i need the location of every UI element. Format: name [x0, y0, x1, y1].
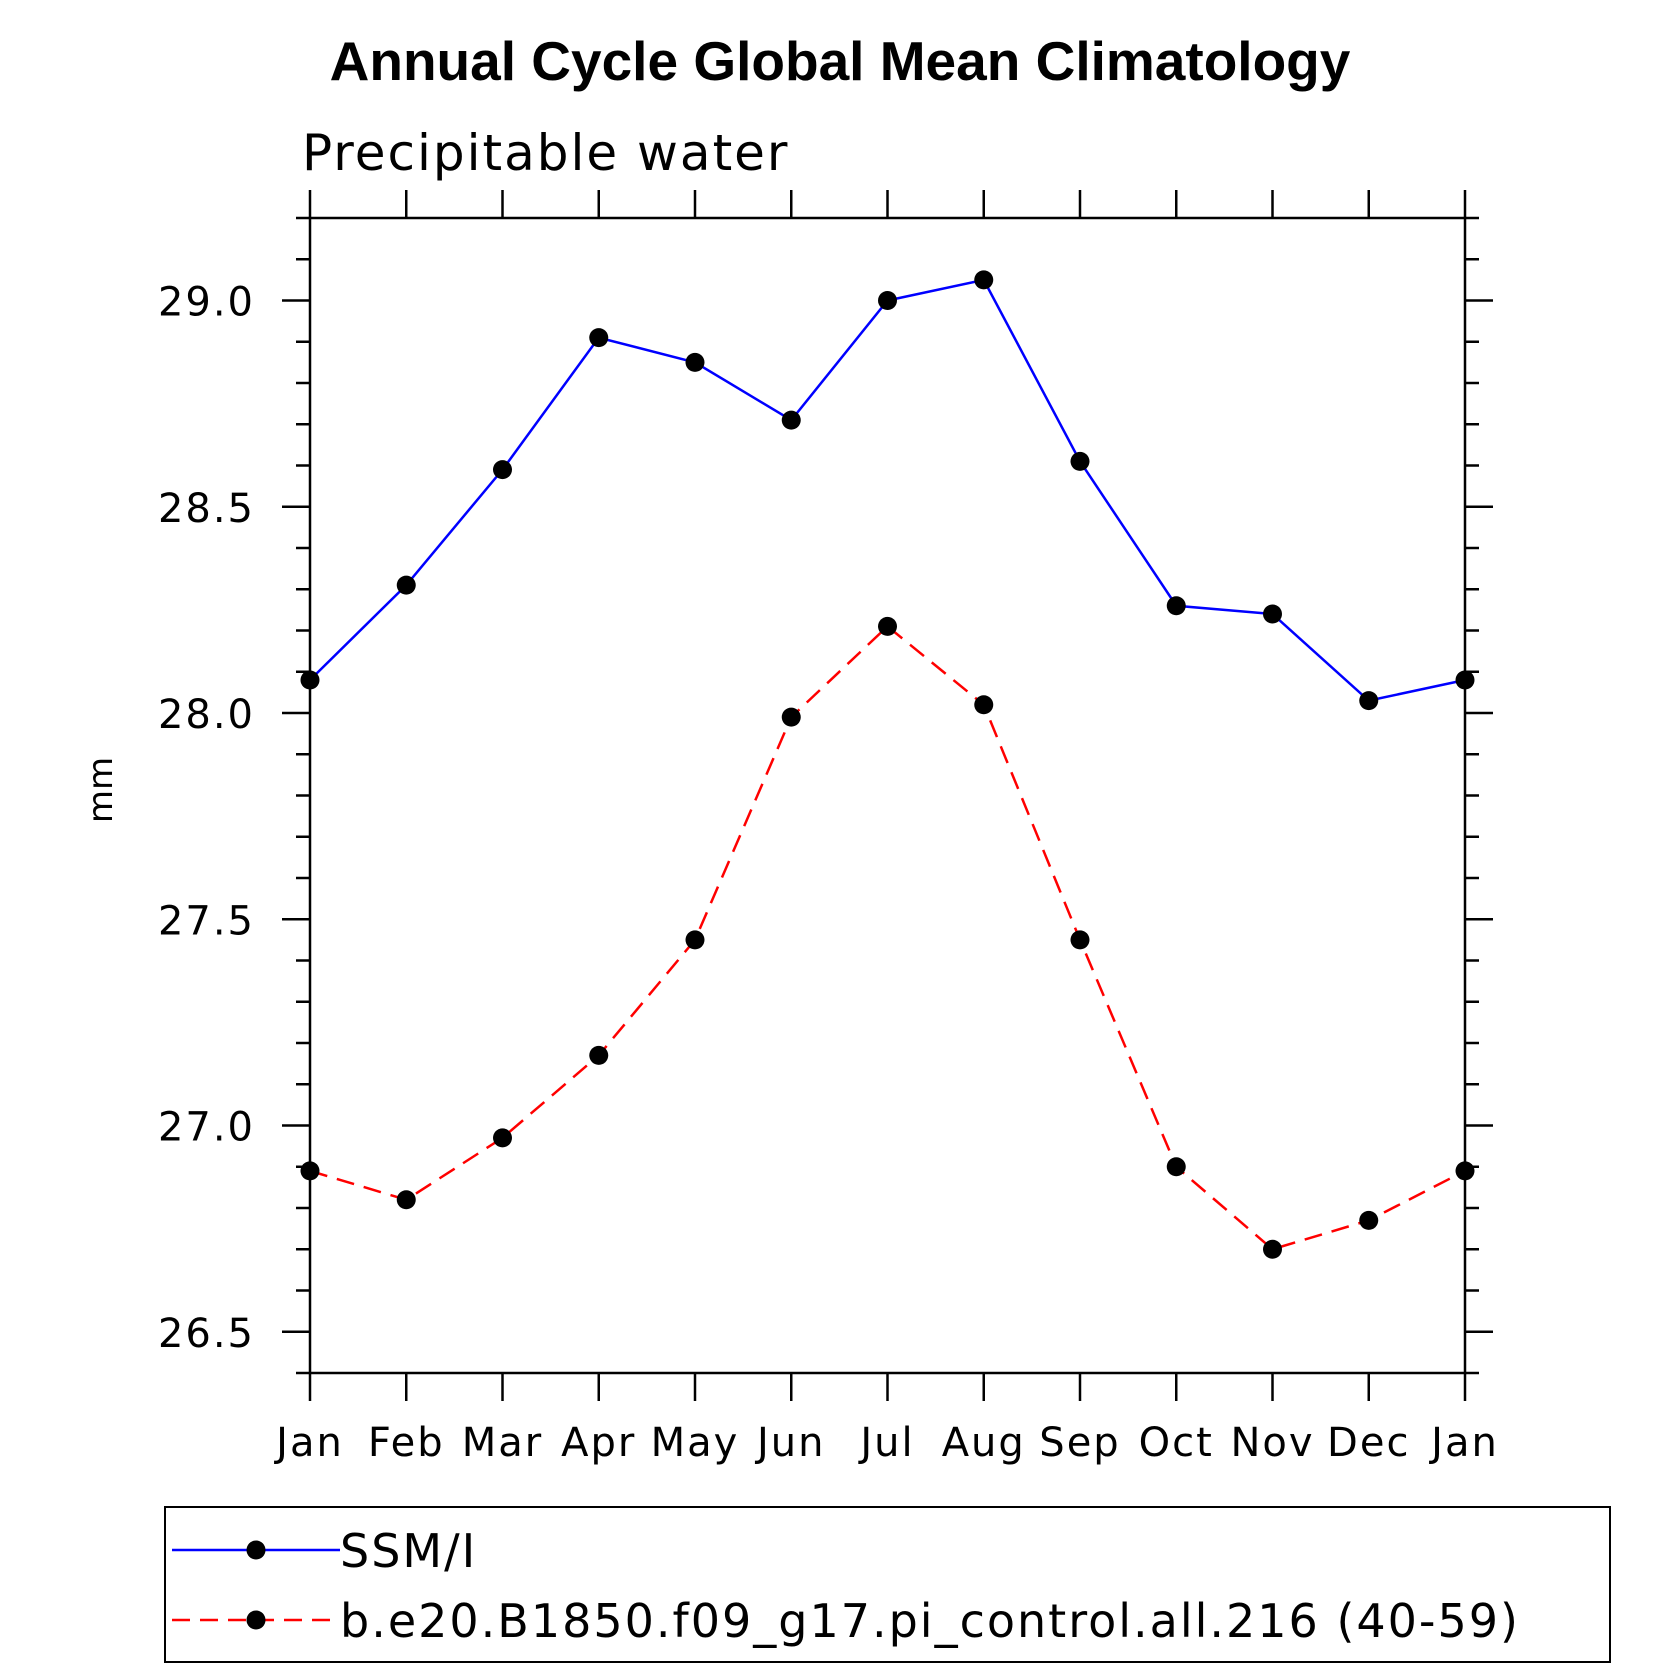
- data-point: [1263, 1239, 1282, 1259]
- data-point: [300, 1161, 320, 1181]
- x-tick-label: May: [651, 1420, 740, 1466]
- chart-title: Annual Cycle Global Mean Climatology: [330, 30, 1351, 92]
- legend-marker: [246, 1540, 266, 1560]
- legend-box: [164, 1506, 1611, 1663]
- y-tick-label: 28.5: [158, 486, 255, 532]
- data-point: [974, 270, 994, 290]
- series-line: [309, 278, 1466, 702]
- data-point: [781, 707, 801, 727]
- x-tick-label: Apr: [561, 1420, 636, 1466]
- x-tick-label: Oct: [1139, 1420, 1214, 1466]
- chart-subtitle: Precipitable water: [302, 124, 790, 182]
- y-tick-label: 29.0: [158, 280, 255, 326]
- data-point: [1359, 691, 1379, 711]
- legend-label: b.e20.B1850.f09_g17.pi_control.all.216 (…: [340, 1594, 1520, 1648]
- data-point: [974, 695, 994, 715]
- x-tick-label: Jun: [754, 1420, 826, 1466]
- y-tick-label: 28.0: [158, 692, 255, 738]
- legend-marker: [246, 1610, 266, 1630]
- x-tick-label: Dec: [1327, 1420, 1410, 1466]
- data-point: [589, 328, 609, 348]
- data-point: [1263, 604, 1282, 624]
- series-line: [309, 624, 1466, 1251]
- series-2: [300, 616, 1475, 1259]
- x-tick-label: Sep: [1039, 1420, 1120, 1466]
- data-point: [1359, 1210, 1379, 1230]
- data-point: [1166, 1157, 1186, 1177]
- data-point: [1166, 596, 1186, 616]
- plot-frame: [308, 216, 1467, 1375]
- y-tick-label: 26.5: [158, 1311, 255, 1357]
- data-point: [685, 352, 705, 372]
- x-tick-label: Mar: [462, 1420, 543, 1466]
- x-tick-label: Jan: [1428, 1420, 1499, 1466]
- data-point: [878, 291, 897, 310]
- x-tick-label: Jan: [273, 1420, 344, 1466]
- data-point: [781, 410, 801, 430]
- y-tick-label: 27.0: [158, 1105, 255, 1151]
- data-point: [493, 1128, 512, 1148]
- data-point: [878, 616, 897, 636]
- data-point: [1070, 930, 1090, 950]
- data-point: [1455, 670, 1475, 690]
- y-axis-label: mm: [81, 757, 121, 823]
- data-point: [493, 460, 512, 480]
- legend-label: SSM/I: [340, 1524, 477, 1578]
- series-1: [300, 270, 1475, 711]
- data-point: [396, 1190, 416, 1210]
- data-point: [1455, 1161, 1475, 1181]
- x-tick-label: Nov: [1230, 1420, 1314, 1466]
- x-tick-label: Jul: [857, 1420, 914, 1466]
- data-point: [685, 930, 705, 950]
- x-tick-label: Aug: [942, 1420, 1026, 1466]
- data-point: [589, 1045, 609, 1065]
- y-tick-label: 27.5: [158, 898, 255, 944]
- data-point: [1070, 451, 1090, 471]
- data-point: [300, 670, 320, 690]
- data-point: [396, 575, 416, 595]
- x-tick-label: Feb: [368, 1420, 445, 1466]
